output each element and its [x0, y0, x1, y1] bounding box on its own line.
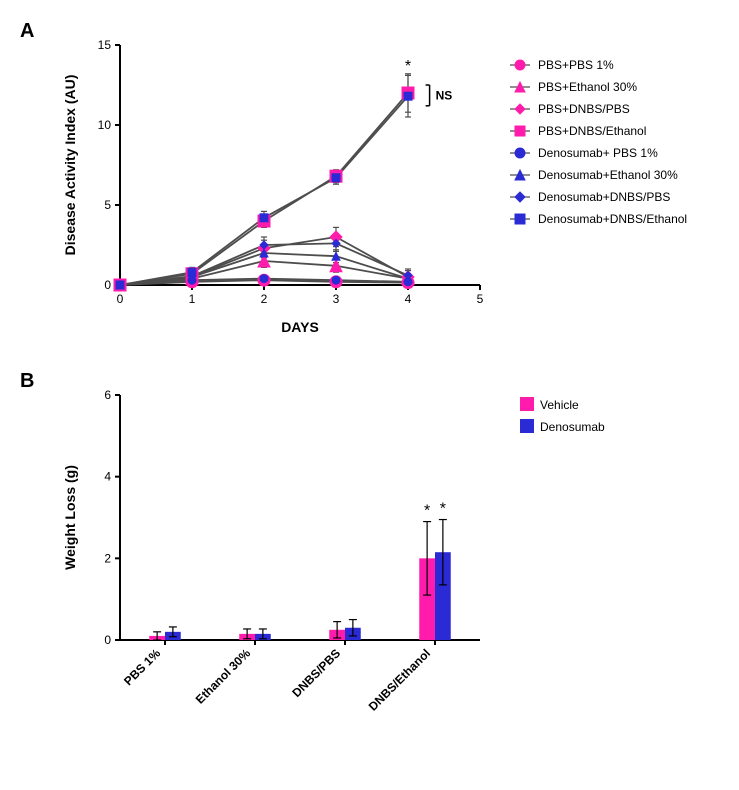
svg-text:*: *: [405, 58, 411, 75]
svg-text:0: 0: [104, 278, 111, 292]
panel-a: A 0 5 10 15 0 1 2 3 4 5 Disease Activity Index (AU…: [20, 20, 719, 360]
panel-a-chart: 0 5 10 15 0 1 2 3 4 5 Disease Activity Index (AU) D…: [50, 30, 730, 345]
panel-b-chart: 0 2 4 6 Weight Loss (g) PBS 1% Ethanol 30% DNBS…: [50, 380, 730, 765]
svg-text:2: 2: [261, 292, 268, 306]
svg-text:Denosumab+DNBS/PBS: Denosumab+DNBS/PBS: [538, 190, 670, 204]
svg-text:4: 4: [104, 470, 111, 484]
svg-text:Ethanol 30%: Ethanol 30%: [193, 646, 254, 707]
svg-text:PBS+Ethanol 30%: PBS+Ethanol 30%: [538, 80, 637, 94]
svg-text:PBS 1%: PBS 1%: [121, 646, 163, 688]
svg-text:DAYS: DAYS: [281, 319, 319, 335]
svg-text:15: 15: [98, 38, 112, 52]
svg-text:Denosumab+DNBS/Ethanol: Denosumab+DNBS/Ethanol: [538, 212, 687, 226]
svg-text:PBS+DNBS/PBS: PBS+DNBS/PBS: [538, 102, 630, 116]
svg-text:*: *: [424, 503, 430, 520]
svg-text:10: 10: [98, 118, 112, 132]
svg-text:Weight Loss (g): Weight Loss (g): [62, 465, 78, 570]
svg-text:Vehicle: Vehicle: [540, 398, 579, 412]
svg-text:4: 4: [405, 292, 412, 306]
svg-text:2: 2: [104, 551, 111, 565]
svg-text:0: 0: [104, 633, 111, 647]
svg-text:5: 5: [477, 292, 484, 306]
svg-text:5: 5: [104, 198, 111, 212]
svg-text:*: *: [440, 501, 446, 518]
svg-text:1: 1: [189, 292, 196, 306]
svg-text:NS: NS: [436, 88, 453, 102]
svg-text:6: 6: [104, 388, 111, 402]
svg-text:Disease Activity Index (AU): Disease Activity Index (AU): [62, 75, 78, 256]
svg-text:DNBS/Ethanol: DNBS/Ethanol: [366, 646, 433, 713]
svg-text:DNBS/PBS: DNBS/PBS: [289, 646, 343, 700]
svg-text:3: 3: [333, 292, 340, 306]
panel-b: B 0 2 4 6 Weight Loss (g) PBS 1% Ethanol 30% DN…: [20, 370, 719, 770]
svg-text:Denosumab: Denosumab: [540, 420, 605, 434]
svg-text:0: 0: [117, 292, 124, 306]
panel-a-label: A: [20, 20, 34, 43]
svg-text:Denosumab+Ethanol 30%: Denosumab+Ethanol 30%: [538, 168, 678, 182]
svg-text:PBS+PBS 1%: PBS+PBS 1%: [538, 58, 614, 72]
svg-text:Denosumab+ PBS 1%: Denosumab+ PBS 1%: [538, 146, 658, 160]
panel-b-label: B: [20, 370, 34, 393]
svg-text:PBS+DNBS/Ethanol: PBS+DNBS/Ethanol: [538, 124, 646, 138]
